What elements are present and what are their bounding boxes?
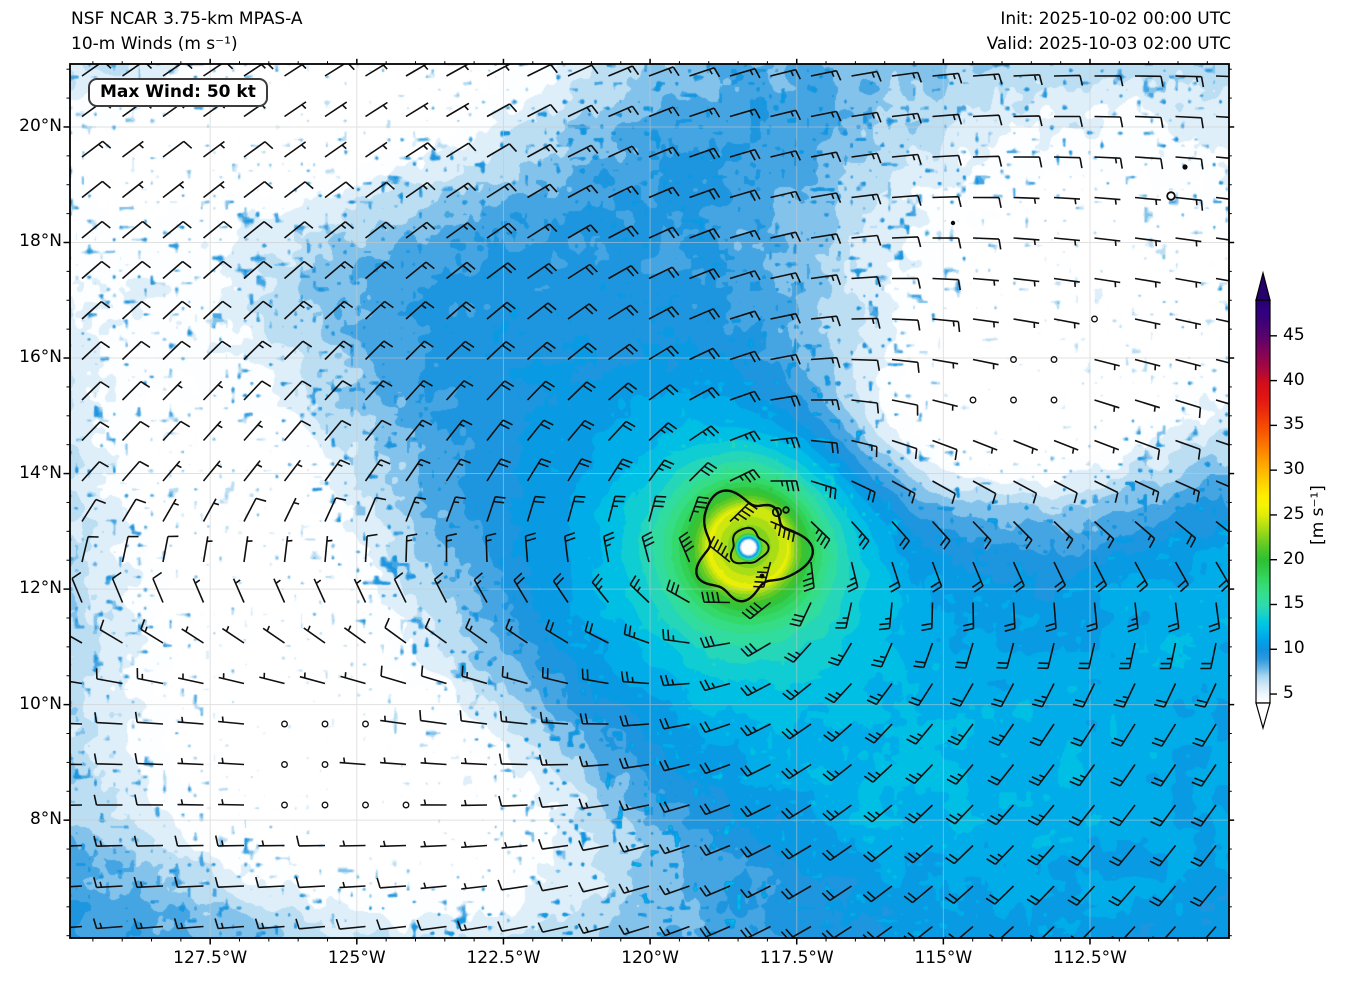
colorbar-tick-label: 5: [1283, 683, 1294, 704]
colorbar-tick-label: 40: [1283, 369, 1305, 390]
wind-speed-field: [70, 64, 1229, 938]
product-title: 10-m Winds (m s⁻¹): [71, 34, 238, 54]
model-title: NSF NCAR 3.75-km MPAS-A: [71, 9, 303, 29]
x-tick-label: 125°W: [327, 948, 386, 968]
max-wind-badge: Max Wind: 50 kt: [88, 78, 268, 107]
colorbar-gradient: [1255, 299, 1271, 704]
colorbar: [1255, 270, 1277, 731]
colorbar-tick-label: 45: [1283, 324, 1305, 345]
colorbar-tick-label: 10: [1283, 638, 1305, 659]
colorbar-tick-label: 25: [1283, 503, 1305, 524]
x-tick-label: 117.5°W: [759, 948, 834, 968]
init-time-label: Init: 2025-10-02 00:00 UTC: [1000, 9, 1231, 29]
colorbar-tick-label: 20: [1283, 548, 1305, 569]
valid-time-label: Valid: 2025-10-03 02:00 UTC: [986, 34, 1231, 54]
y-tick-label: 10°N: [19, 693, 62, 714]
y-tick-label: 18°N: [19, 231, 62, 252]
x-tick-label: 112.5°W: [1052, 948, 1127, 968]
colorbar-extend-max: [1255, 270, 1271, 301]
y-tick-label: 12°N: [19, 578, 62, 599]
colorbar-extend-min: [1255, 702, 1271, 731]
x-tick-label: 127.5°W: [173, 948, 248, 968]
y-tick-label: 20°N: [19, 115, 62, 136]
colorbar-tick-label: 35: [1283, 414, 1305, 435]
colorbar-tick-label: 15: [1283, 593, 1305, 614]
y-tick-label: 14°N: [19, 462, 62, 483]
x-tick-label: 120°W: [621, 948, 679, 968]
colorbar-tick-label: 30: [1283, 459, 1305, 480]
x-tick-label: 115°W: [914, 948, 973, 968]
x-tick-label: 122.5°W: [466, 948, 541, 968]
colorbar-unit-label: [m s⁻¹]: [1308, 485, 1328, 545]
y-tick-label: 16°N: [19, 347, 62, 368]
y-tick-label: 8°N: [29, 809, 62, 830]
